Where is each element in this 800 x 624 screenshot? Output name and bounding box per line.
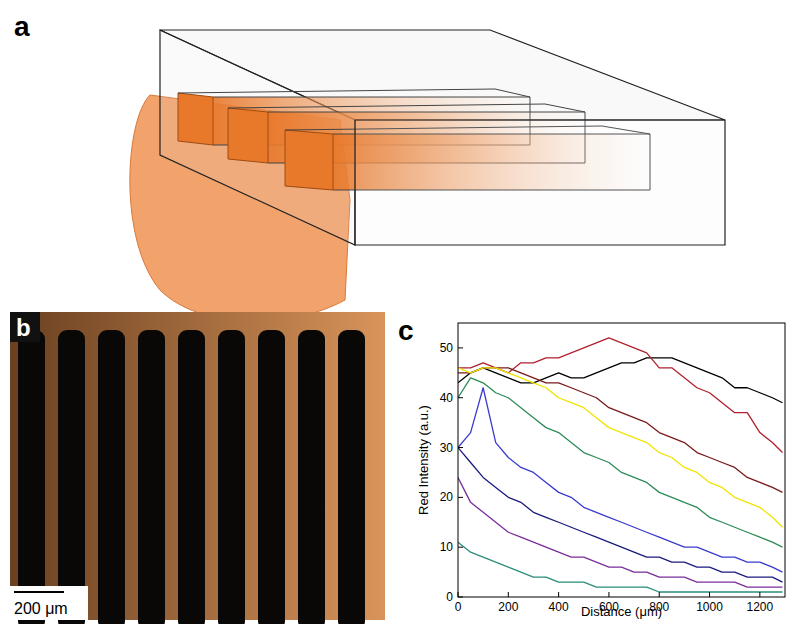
scale-bar (14, 591, 64, 593)
channel-image (218, 330, 245, 624)
y-tick-label: 40 (440, 391, 454, 405)
series-line (458, 477, 782, 587)
x-tick (458, 592, 459, 597)
x-tick-label: 0 (455, 600, 462, 614)
figure: ab200 μmc0200400600800100012000102030405… (0, 0, 800, 624)
y-tick (458, 597, 463, 598)
y-tick (458, 497, 463, 498)
scale-text: 200 μm (14, 600, 68, 617)
x-tick-label: 1200 (746, 600, 773, 614)
y-tick (458, 397, 463, 398)
x-tick-label: 400 (549, 600, 569, 614)
x-tick (608, 592, 609, 597)
channel-inlet (178, 93, 213, 145)
x-axis-label: Distance (μm) (581, 604, 662, 619)
series-line (458, 388, 782, 572)
x-tick-label: 1000 (696, 600, 723, 614)
channel-top (228, 104, 585, 112)
x-tick (709, 592, 710, 597)
label-box (10, 312, 40, 342)
y-tick-label: 10 (440, 540, 454, 554)
box-front (355, 120, 725, 245)
panel-a: a (14, 11, 725, 321)
scale-box (10, 586, 88, 620)
channel-inlet (228, 108, 268, 163)
panel-label: a (14, 11, 30, 42)
series-line (458, 368, 782, 493)
y-tick-label: 50 (440, 341, 454, 355)
y-axis-label: Red Intensity (a.u.) (416, 405, 431, 515)
y-tick-label: 30 (440, 441, 454, 455)
series-line (458, 358, 782, 403)
x-tick (659, 592, 660, 597)
series-line (458, 542, 782, 592)
panel-label: c (398, 315, 414, 346)
panel-b: b 200 μm (10, 312, 385, 624)
plot-frame (458, 323, 785, 597)
panel-c: c02004006008001000120001020304050Distanc… (398, 315, 785, 619)
series-group (458, 338, 782, 592)
x-tick-label: 200 (498, 600, 518, 614)
y-tick (458, 447, 463, 448)
series-line (458, 338, 782, 453)
x-tick (508, 592, 509, 597)
channel-inlet (285, 130, 333, 190)
channel-image (138, 330, 165, 624)
channel-image (338, 330, 365, 624)
box-left (160, 30, 355, 245)
x-tick (558, 592, 559, 597)
y-tick (458, 347, 463, 348)
channel-image (298, 330, 325, 624)
channel-image (18, 330, 45, 624)
channel-top (178, 89, 530, 97)
y-tick (458, 547, 463, 548)
y-tick-label: 20 (440, 490, 454, 504)
y-tick-label: 0 (446, 590, 453, 604)
channel-image (178, 330, 205, 624)
x-tick (759, 592, 760, 597)
series-line (458, 368, 782, 527)
panel-label: b (16, 314, 31, 341)
channel-image (98, 330, 125, 624)
channel-image (258, 330, 285, 624)
channel-image (58, 330, 85, 624)
series-line (458, 448, 782, 583)
